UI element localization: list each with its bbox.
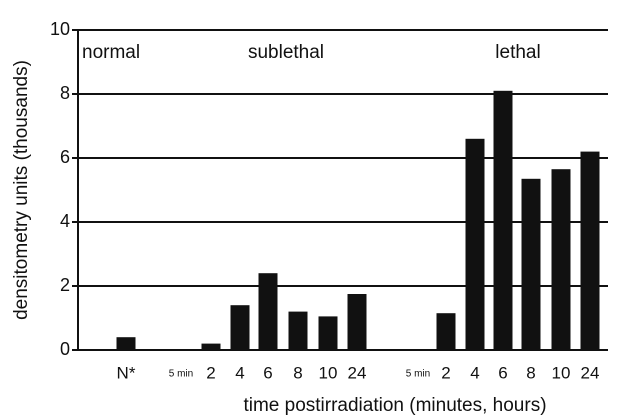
bar — [493, 90, 513, 351]
x-tick-label: 10 — [552, 363, 571, 382]
bar — [318, 316, 338, 350]
x-tick-label: 24 — [581, 363, 600, 382]
x-tick-label: 2 — [206, 363, 215, 382]
group-label: lethal — [495, 42, 540, 63]
x-tick-label: 4 — [235, 363, 244, 382]
bar — [347, 294, 367, 350]
bar — [436, 313, 456, 350]
y-tick-label: 4 — [60, 211, 70, 231]
x-tick-label: 6 — [498, 363, 507, 382]
bar — [116, 337, 136, 350]
y-tick-label: 8 — [60, 83, 70, 103]
bar — [580, 151, 600, 350]
x-tick-label: N* — [117, 363, 136, 382]
group-label: normal — [82, 42, 140, 63]
x-axis-label: time postirradiation (minutes, hours) — [243, 395, 546, 416]
bar — [258, 273, 278, 350]
x-tick-label: 8 — [293, 363, 302, 382]
x-tick-label: 10 — [319, 363, 338, 382]
x-tick-label: 4 — [470, 363, 479, 382]
x-tick-label: 6 — [263, 363, 272, 382]
group-label: sublethal — [248, 42, 324, 63]
y-tick-label: 10 — [50, 19, 70, 39]
y-tick-label: 0 — [60, 339, 70, 359]
x-tick-label: 5 min — [169, 369, 193, 380]
bar — [521, 178, 541, 350]
x-tick-label: 2 — [441, 363, 450, 382]
y-tick-label: 6 — [60, 147, 70, 167]
y-tick-label: 2 — [60, 275, 70, 295]
bar — [201, 343, 221, 350]
y-axis-label: densitometry units (thousands) — [11, 60, 32, 320]
bar — [230, 305, 250, 350]
x-tick-label: 5 min — [406, 369, 430, 380]
x-tick-label: 24 — [348, 363, 367, 382]
bar — [465, 138, 485, 350]
bar — [551, 169, 571, 350]
x-tick-label: 8 — [526, 363, 535, 382]
bar — [288, 311, 308, 350]
